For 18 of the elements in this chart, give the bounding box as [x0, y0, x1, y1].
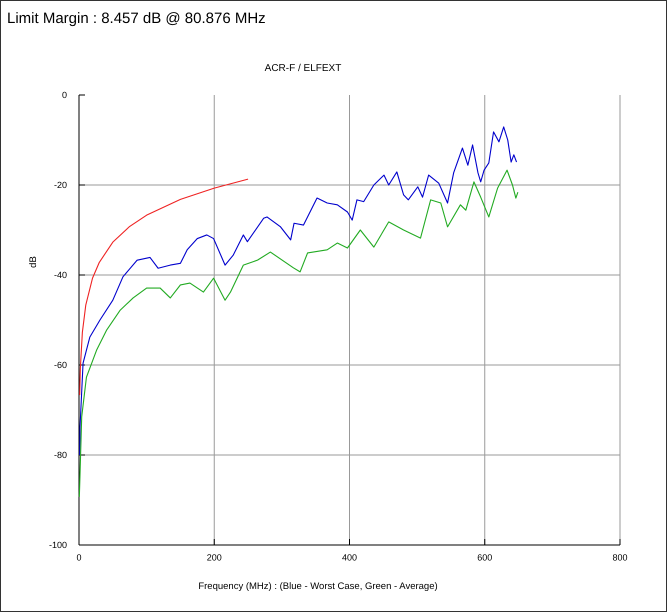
x-tick-label: 0: [76, 552, 82, 562]
y-axis-title: dB: [28, 256, 39, 268]
x-tick-label: 800: [612, 552, 628, 562]
line-series: [79, 126, 518, 456]
x-tick-label: 200: [206, 552, 222, 562]
y-tick-label: 0: [62, 90, 67, 100]
line-series: [79, 178, 249, 396]
line-series: [78, 170, 518, 498]
y-tick-label: -60: [54, 360, 67, 370]
y-tick-label: -80: [54, 450, 67, 460]
x-tick-label: 400: [342, 552, 358, 562]
y-tick-label: -20: [54, 180, 67, 190]
x-tick-label: 600: [477, 552, 492, 562]
chart-title: ACR-F / ELFEXT: [264, 63, 342, 74]
y-tick-label: -100: [48, 540, 67, 550]
x-axis-title: Frequency (MHz) : (Blue - Worst Case, Green - Average): [198, 581, 438, 592]
y-tick-label: -40: [54, 270, 67, 280]
text: Limit Margin : 8.457 dB @ 80.876 MHz: [7, 10, 266, 27]
